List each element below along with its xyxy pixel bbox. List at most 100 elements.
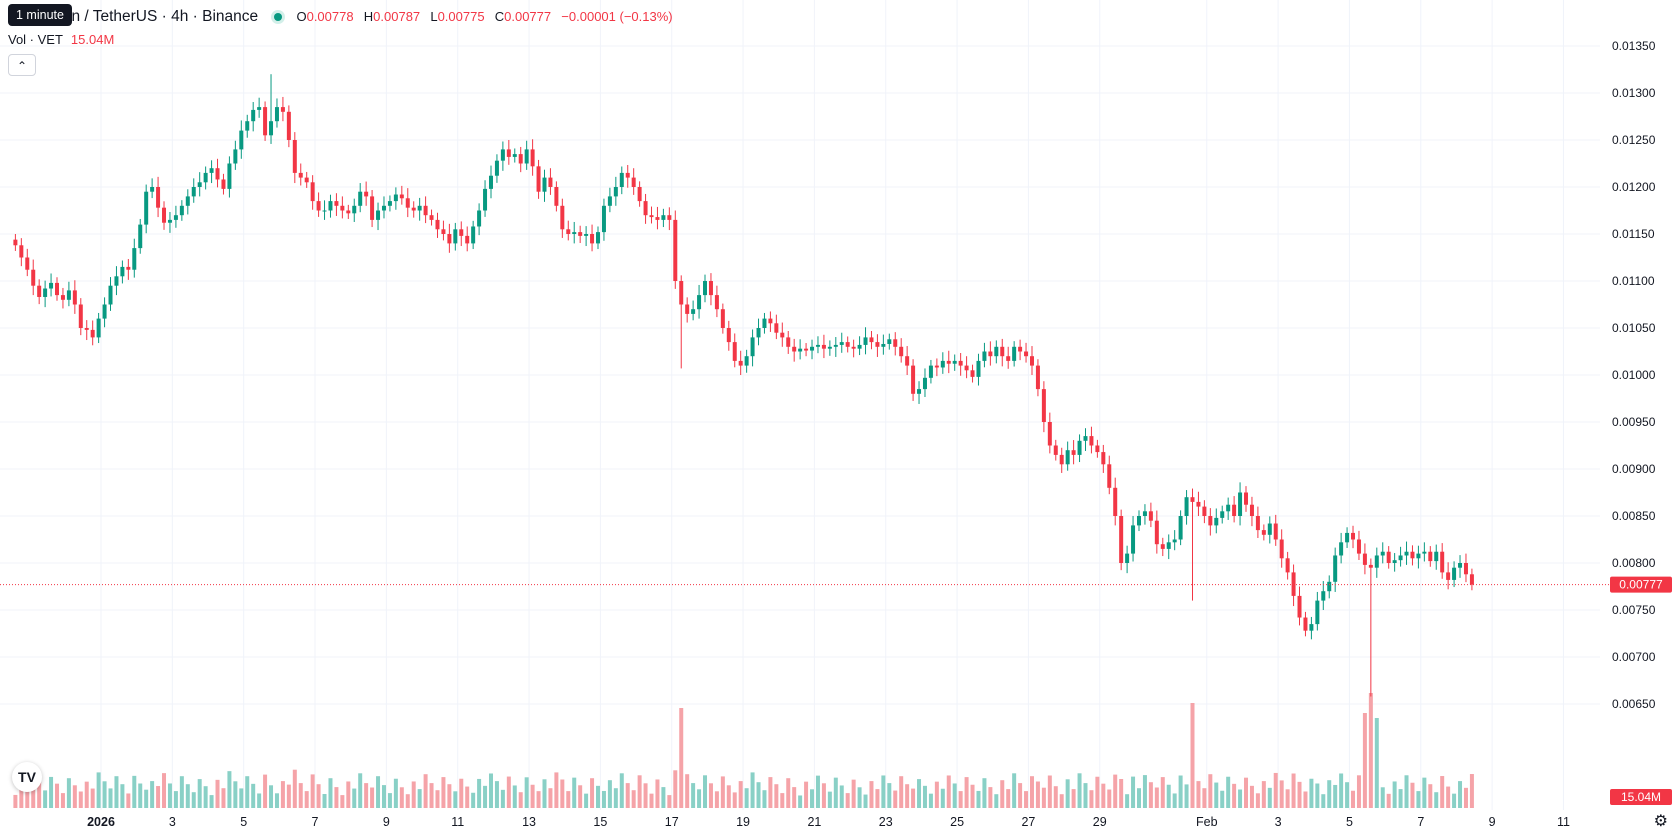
candle-body [607, 196, 612, 206]
ohlc-low: L0.00775 [430, 9, 485, 24]
symbol-title[interactable]: in / TetherUS · 4h · Binance [68, 8, 259, 25]
candle-body [78, 304, 83, 328]
candle-body [1071, 450, 1076, 455]
volume-bar [1351, 790, 1356, 808]
candle-body [869, 337, 874, 343]
time-tick-label: 9 [1489, 815, 1496, 829]
candle-body [1285, 558, 1290, 573]
volume-bar [703, 775, 708, 808]
candle-body [60, 295, 65, 300]
candle-body [958, 360, 963, 366]
volume-bar [607, 780, 612, 808]
volume-bar [304, 791, 309, 808]
candle-body [934, 365, 939, 368]
candle-body [488, 175, 493, 189]
candle-body [768, 318, 773, 324]
volume-bar [108, 788, 113, 808]
volume-bar [887, 783, 892, 808]
candle-body [257, 107, 262, 110]
volume-bar [1261, 781, 1266, 808]
volume-bar [792, 787, 797, 808]
volume-bar [1065, 779, 1070, 808]
volume-bar [590, 778, 595, 808]
candle-body [1024, 351, 1029, 357]
candle-body [304, 177, 309, 183]
volume-bar [1279, 780, 1284, 808]
volume-bar [1107, 789, 1112, 808]
volume-bar [1249, 785, 1254, 808]
price-axis: 0.01350 0.01300 0.01250 0.01200 0.01150 0.011… [1612, 39, 1656, 711]
candle-body [1160, 544, 1165, 549]
candle-body [875, 342, 880, 347]
price-tick-label: 0.00900 [1612, 462, 1656, 476]
volume-bar [488, 773, 493, 808]
volume-bar [185, 784, 190, 808]
volume-bar [869, 781, 874, 808]
candle-body [911, 365, 916, 394]
candle-body [393, 194, 398, 202]
volume-bar [536, 791, 541, 808]
tradingview-logo-icon[interactable]: TV [12, 762, 42, 792]
candle-body [477, 210, 482, 227]
candle-body [1184, 497, 1189, 516]
candle-body [471, 226, 476, 244]
volume-bar [750, 772, 755, 808]
candle-body [96, 318, 101, 338]
candle-body [596, 232, 601, 244]
ohlc-close: C0.00777 [494, 9, 552, 24]
volume-bar [1160, 777, 1165, 808]
volume-bar [84, 781, 89, 808]
volume-bar [429, 783, 434, 808]
candle-body [637, 187, 642, 202]
candle-body [601, 205, 606, 233]
candle-body [940, 360, 945, 368]
candle-body [738, 360, 743, 366]
candle-body [1047, 422, 1052, 446]
volume-bar [1315, 783, 1320, 808]
candle-body [572, 232, 577, 234]
price-tick-label: 0.00650 [1612, 697, 1656, 711]
candle-body [590, 234, 595, 244]
price-change: −0.00001 (−0.13%) [561, 9, 673, 24]
volume-bar [732, 792, 737, 808]
candle-body [162, 207, 167, 223]
candle-body [269, 121, 274, 136]
candle-body [1238, 492, 1243, 516]
volume-bar [810, 789, 815, 808]
candle-body [1380, 551, 1385, 556]
volume-bar [875, 789, 880, 808]
candle-body [352, 205, 357, 214]
gear-icon[interactable]: ⚙ [1653, 813, 1668, 830]
candle-body [774, 323, 779, 333]
candle-body [179, 205, 184, 216]
volume-bar [37, 781, 42, 808]
candle-body [1053, 445, 1058, 455]
volume-bar [738, 781, 743, 808]
candle-body [780, 332, 785, 338]
volume-bar [899, 776, 904, 808]
volume-label: Vol · VET [8, 32, 63, 47]
price-tick-label: 0.01150 [1612, 227, 1655, 241]
candle-body [138, 224, 143, 249]
candle-body [1315, 600, 1320, 625]
candle-body [631, 177, 636, 187]
candle-body [1065, 450, 1070, 465]
candle-body [679, 281, 684, 305]
volume-bar [584, 793, 589, 808]
volume-bar [280, 781, 285, 808]
volume-bar [358, 773, 363, 808]
symbol-header: in / TetherUS · 4h · Binance O0.00778 H0… [8, 8, 673, 26]
candle-body [720, 309, 725, 328]
candle-body [483, 188, 488, 211]
volume-bar [1202, 788, 1207, 808]
volume-bar [376, 776, 381, 808]
volume-legend[interactable]: Vol · VET 15.04M [8, 32, 114, 47]
volume-bar [881, 775, 886, 808]
candle-body [1303, 617, 1308, 631]
collapse-legend-button[interactable]: ⌃ [8, 54, 36, 76]
volume-bar [1428, 784, 1433, 808]
time-tick-label: 11 [1557, 815, 1570, 829]
volume-bar [55, 783, 60, 808]
candle-body [1404, 551, 1409, 556]
